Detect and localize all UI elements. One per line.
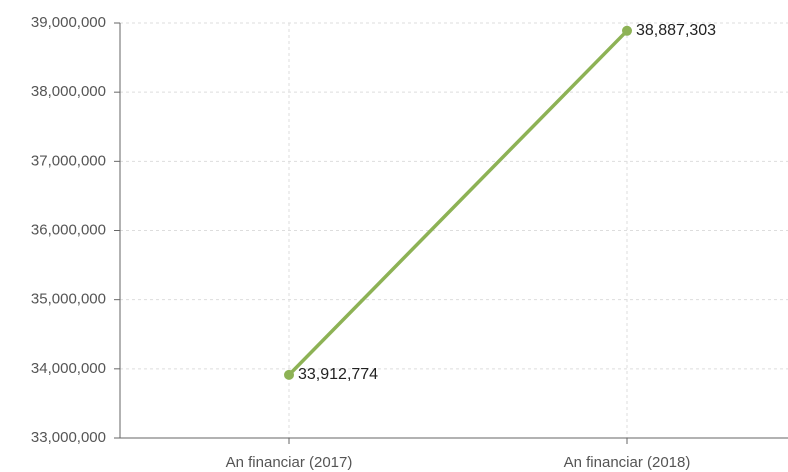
data-label: 38,887,303 xyxy=(636,22,716,39)
y-tick-label: 37,000,000 xyxy=(31,152,106,169)
y-tick-label: 35,000,000 xyxy=(31,291,106,308)
data-label: 33,912,774 xyxy=(298,366,378,383)
x-tick-label: An financiar (2018) xyxy=(564,454,691,471)
x-tick-label: An financiar (2017) xyxy=(226,454,353,471)
y-tick-label: 38,000,000 xyxy=(31,83,106,100)
data-point xyxy=(622,25,632,36)
data-point xyxy=(284,369,294,380)
series-line xyxy=(287,29,629,377)
y-tick-label: 36,000,000 xyxy=(31,221,106,238)
y-tick-label: 34,000,000 xyxy=(31,360,106,377)
y-tick-label: 39,000,000 xyxy=(31,14,106,31)
y-tick-label: 33,000,000 xyxy=(31,429,106,446)
